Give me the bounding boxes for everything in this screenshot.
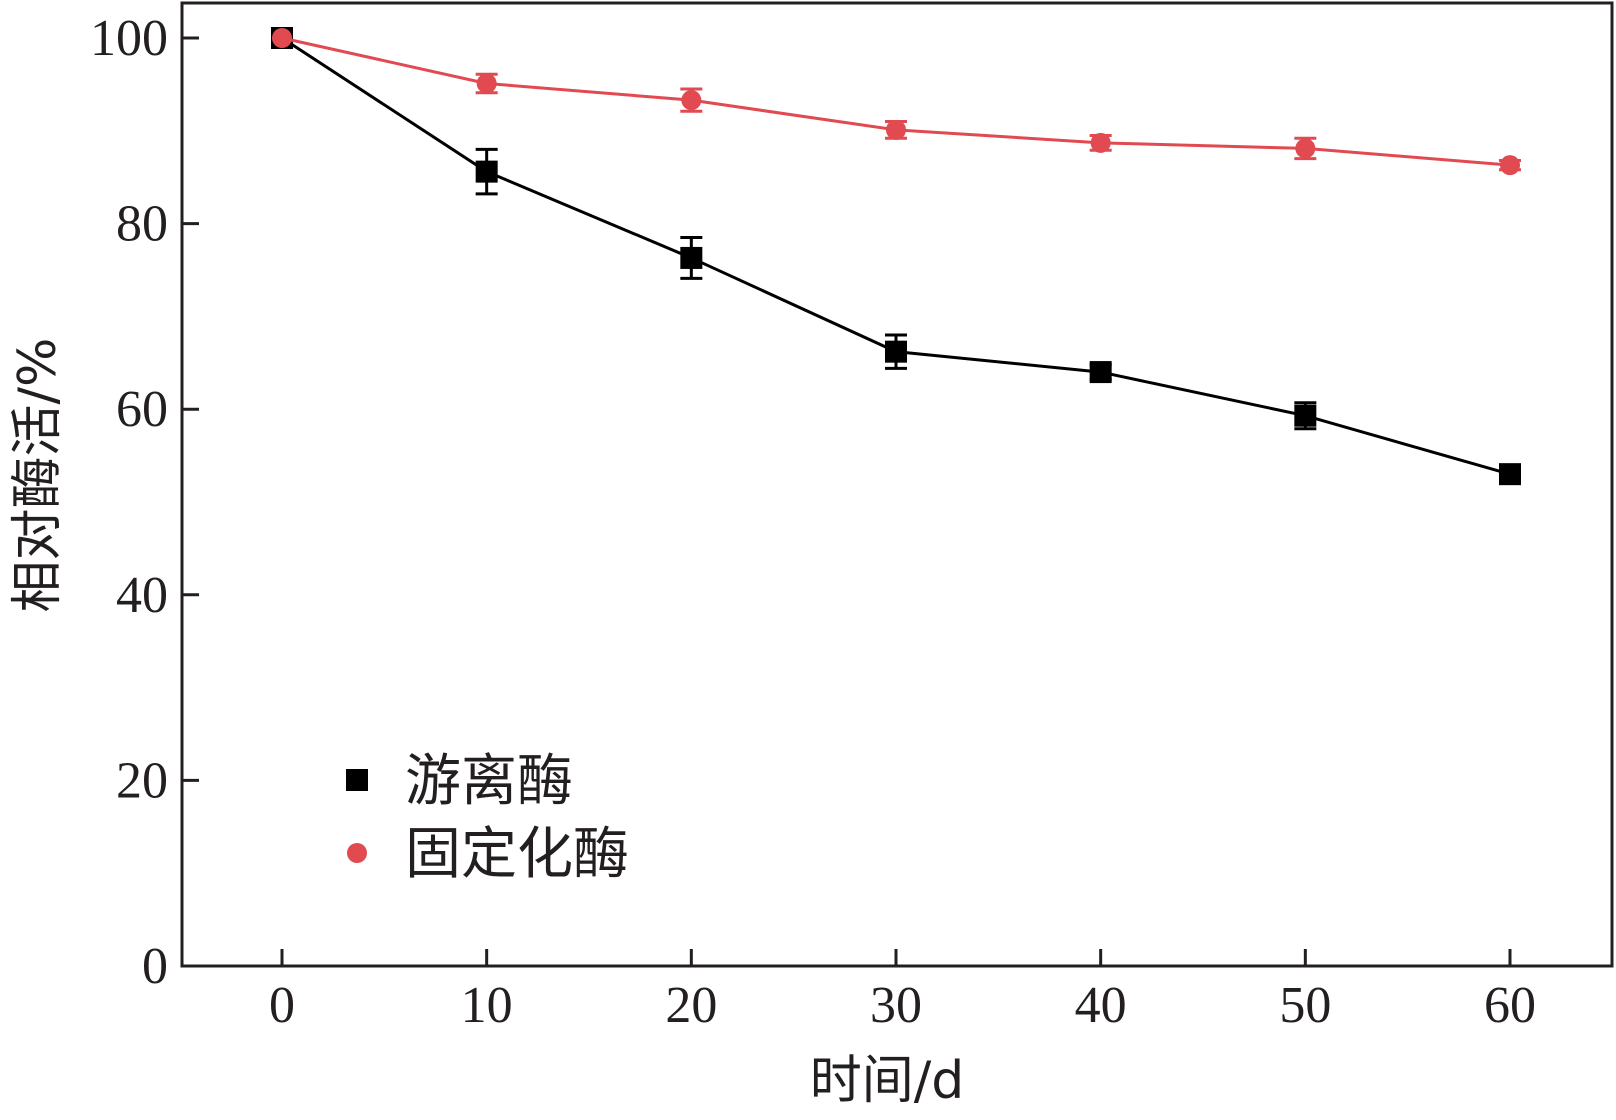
data-point-square	[1499, 463, 1521, 486]
y-tick-label: 80	[116, 196, 168, 253]
data-point-circle	[1500, 155, 1520, 176]
data-point-square	[885, 340, 907, 363]
legend-label: 固定化酶	[405, 822, 629, 887]
x-tick-label: 50	[1279, 977, 1331, 1034]
series-line	[281, 36, 1511, 476]
y-axis: 0 20 40 60 80 100	[90, 10, 199, 995]
data-point-square	[1294, 404, 1317, 427]
data-point-circle	[681, 90, 702, 111]
data-point-circle	[1090, 132, 1111, 153]
y-axis-title: 相对酶活/%	[8, 338, 68, 613]
data-point-circle	[886, 119, 906, 140]
legend-marker-circle	[347, 843, 367, 863]
x-tick-label: 60	[1484, 977, 1536, 1034]
y-tick-label: 60	[116, 381, 168, 438]
x-axis-title: 时间/d	[810, 1051, 965, 1111]
data-point-square	[475, 160, 498, 183]
legend-marker-square	[346, 769, 368, 791]
y-tick-label: 0	[142, 938, 168, 995]
data-point-circle	[272, 28, 292, 48]
x-tick-label: 40	[1075, 977, 1127, 1034]
series-2	[272, 28, 1521, 176]
y-tick-label: 20	[116, 752, 168, 809]
data-point-circle	[476, 73, 497, 94]
series-layer	[271, 27, 1521, 486]
data-point-circle	[1295, 138, 1316, 159]
x-tick-label: 0	[269, 977, 295, 1034]
plot-frame	[180, 1, 1614, 968]
x-tick-label: 30	[870, 977, 922, 1034]
data-point-square	[1089, 361, 1112, 384]
legend-label: 游离酶	[405, 749, 573, 814]
series-1	[271, 27, 1521, 486]
data-point-square	[680, 246, 703, 269]
x-axis: 0 10 20 30 40 50 60	[269, 949, 1536, 1034]
y-tick-label: 100	[90, 10, 168, 67]
y-tick-label: 40	[116, 567, 168, 624]
x-tick-label: 10	[461, 977, 513, 1034]
series-line	[281, 36, 1511, 167]
x-tick-label: 20	[665, 977, 717, 1034]
